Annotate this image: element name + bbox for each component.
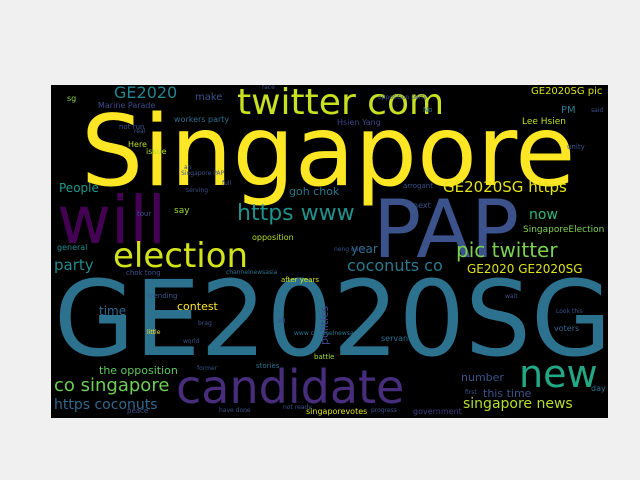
- word-candidate: candidate: [176, 360, 405, 414]
- word-wait: said: [591, 107, 604, 114]
- word-co-singapore: co singapore: [54, 375, 170, 396]
- word-cloud-image: Singapore GE2020SG PAP will candidate tw…: [51, 85, 608, 418]
- word-https-www: https www: [237, 201, 355, 226]
- word-pm: PM: [561, 105, 576, 116]
- word-opposition-party: www channelnewsasia: [294, 330, 363, 337]
- word-after-years: trending: [148, 292, 178, 300]
- word-look-this: All: [278, 318, 286, 325]
- word-face: next: [413, 201, 431, 210]
- word-new: new: [519, 352, 598, 396]
- word-singaporevotes: singaporevotes: [306, 407, 368, 416]
- word-voters: battle: [314, 353, 335, 361]
- word-peace: neng oaee: [334, 246, 366, 253]
- word-this-time: this time: [483, 387, 532, 400]
- word-marine-parade: Marine Parade: [98, 101, 156, 110]
- word-goh-chok: goh chok: [289, 185, 340, 198]
- word-ge2020sg: GE2020SG: [54, 258, 608, 380]
- word-have-done: progress: [371, 407, 397, 414]
- word-day: sg: [67, 94, 77, 103]
- word-ge2020-ge2020sg: GE2020 GE2020SG: [467, 262, 583, 276]
- word-ge2020sg-https: GE2020SG https: [443, 178, 567, 196]
- word-former: little: [147, 329, 161, 336]
- word-general: general: [57, 243, 88, 252]
- word-politics: politics: [318, 306, 331, 345]
- word-neng-oaee: Look this: [556, 308, 583, 315]
- word-brag: serving: [186, 187, 209, 194]
- word-first: not ready: [283, 404, 312, 411]
- word-little: not run: [119, 123, 145, 131]
- word-say: say: [174, 206, 190, 216]
- word-pap: PAP: [373, 183, 520, 276]
- word-tour: world: [183, 338, 200, 345]
- word-battle: stories: [256, 362, 280, 370]
- word-singaporeelection: SingaporeElection: [523, 225, 605, 235]
- word-progress: former: [197, 365, 218, 372]
- word-ge2020sg-pic: GE2020SG pic: [531, 86, 603, 97]
- word-opposition: opposition: [252, 233, 294, 242]
- word-servants: voters: [554, 324, 580, 333]
- word-https-coconuts: https coconuts: [54, 397, 158, 413]
- word-singapore: Singapore: [81, 95, 576, 209]
- word-government: government: [413, 407, 462, 416]
- word-no: day: [591, 384, 606, 393]
- word-workers-party: workers party: [174, 115, 230, 124]
- word-people: People: [59, 181, 99, 195]
- word-here: Here: [128, 140, 147, 149]
- word-unity: No: [423, 106, 433, 114]
- word-time: time: [99, 304, 127, 318]
- word-arrogant: unity: [567, 143, 585, 151]
- word-party: party: [54, 256, 94, 274]
- word-said: first: [465, 389, 477, 396]
- word-contest: contest: [177, 300, 218, 313]
- word-year: year: [351, 242, 378, 256]
- word-twitter-com: twitter com: [237, 85, 445, 123]
- word-singapore-pap: opposition party: [378, 94, 428, 101]
- word-ge2020: GE2020: [114, 85, 178, 102]
- word-issue: issue: [146, 147, 167, 156]
- word-pic-twitter: pic twitter: [456, 238, 558, 262]
- word-will: will: [57, 182, 166, 259]
- word-good: an: [184, 164, 192, 171]
- word-channelnewsasia: peace: [127, 407, 149, 415]
- word-world: brag: [198, 320, 212, 327]
- word-now: now: [529, 207, 558, 223]
- word-serving: full: [222, 180, 232, 187]
- word-election: election: [113, 236, 249, 276]
- word-hsien-yang: Hsien Yang: [337, 118, 381, 127]
- word-not-ready: have done: [219, 407, 251, 414]
- word-all: tour: [137, 210, 152, 218]
- word-singapore-news: singapore news: [463, 396, 573, 412]
- word-number: number: [461, 371, 504, 384]
- word-stories: after years: [281, 276, 320, 284]
- word-www-channelnewsasia: channelnewsasia: [226, 269, 278, 276]
- word-trending: chok tong: [126, 269, 161, 277]
- word-lee-hsien: Lee Hsien: [522, 117, 566, 127]
- word-sg: make: [195, 92, 223, 103]
- word-coconuts-co: coconuts co: [347, 256, 443, 275]
- word-next: arrogant: [403, 182, 433, 190]
- word-the-opposition: the opposition: [99, 364, 178, 377]
- word-full: wait: [505, 293, 518, 300]
- word-real: Singapore PAP: [181, 170, 225, 177]
- word-not-run: face: [262, 85, 275, 91]
- word-make: servants: [381, 334, 416, 343]
- word-an: real: [134, 128, 146, 135]
